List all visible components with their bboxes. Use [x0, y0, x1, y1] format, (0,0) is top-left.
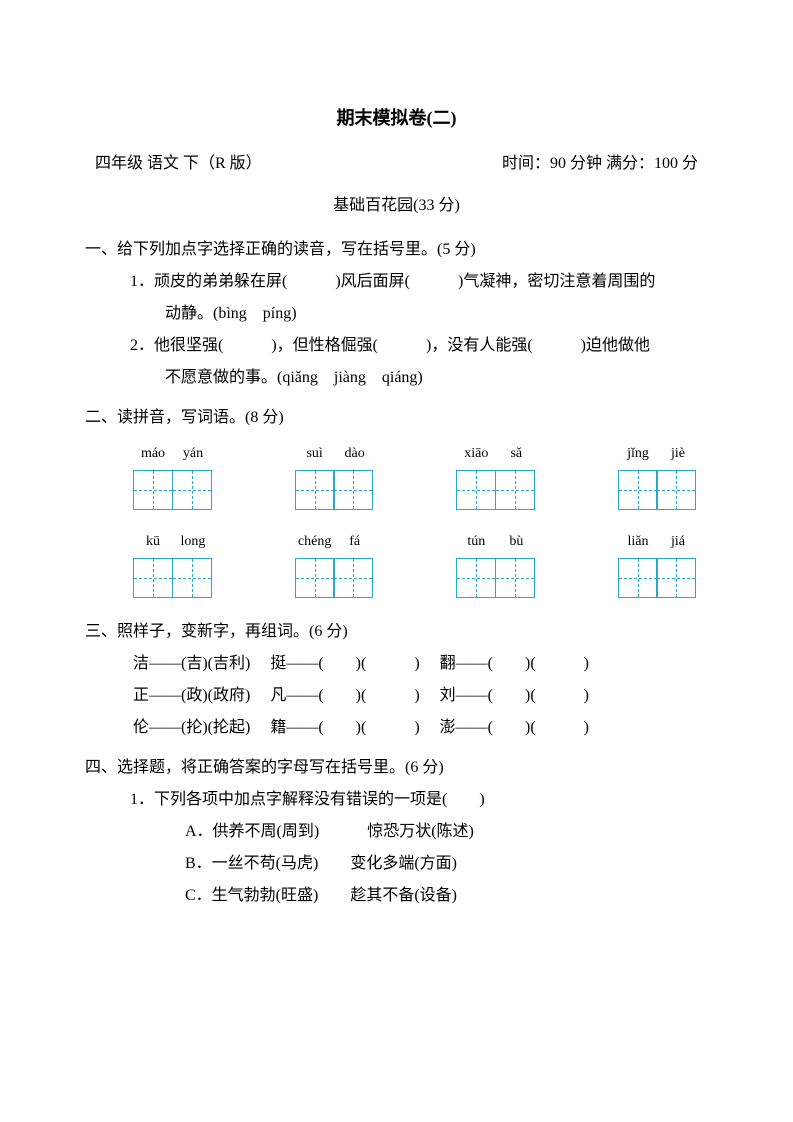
char-grid[interactable]	[495, 470, 535, 510]
q1-item2-line1: 2．他很坚强( )，但性格倔强( )，没有人能强( )迫他做他	[105, 330, 708, 362]
pinyin-box: liǎnjiá	[618, 528, 698, 598]
char-grid[interactable]	[333, 470, 373, 510]
char-grid[interactable]	[172, 470, 212, 510]
q3-row: 洁——(吉)(吉利) 挺——( )( ) 翻——( )( )	[85, 648, 708, 680]
char-grid[interactable]	[133, 470, 173, 510]
meta-row: 四年级 语文 下（R 版） 时间：90 分钟 满分：100 分	[85, 148, 708, 180]
pinyin-label: jiá	[658, 528, 698, 556]
q4-option-a[interactable]: A．供养不周(周到) 惊恐万状(陈述)	[85, 816, 708, 848]
pinyin-label: dào	[335, 440, 375, 468]
pinyin-box: kūlong	[133, 528, 213, 598]
q1-item2-line2: 不愿意做的事。(qiǎng jiàng qiáng)	[85, 362, 708, 394]
pinyin-label: xiāo	[456, 440, 496, 468]
char-grid[interactable]	[333, 558, 373, 598]
q3-example: 伦——(抡)(抡起)	[133, 712, 250, 744]
pinyin-box: máoyán	[133, 440, 213, 510]
q4-option-c[interactable]: C．生气勃勃(旺盛) 趁其不备(设备)	[85, 880, 708, 912]
q3-blank[interactable]: 澎——( )( )	[440, 712, 589, 744]
char-grid[interactable]	[618, 470, 658, 510]
pinyin-box: chéngfá	[295, 528, 375, 598]
pinyin-label: chéng	[295, 528, 335, 556]
char-grid[interactable]	[456, 558, 496, 598]
q3-example: 正——(政)(政府)	[133, 680, 250, 712]
pinyin-label: liǎn	[618, 528, 658, 556]
q3-heading: 三、照样子，变新字，再组词。(6 分)	[85, 616, 708, 648]
q2-heading: 二、读拼音，写词语。(8 分)	[85, 402, 708, 434]
char-grid[interactable]	[295, 470, 335, 510]
q1-item1-line2: 动静。(bìng píng)	[85, 298, 708, 330]
char-grid[interactable]	[456, 470, 496, 510]
char-grid[interactable]	[133, 558, 173, 598]
pinyin-label: kū	[133, 528, 173, 556]
q3-row: 伦——(抡)(抡起) 籍——( )( ) 澎——( )( )	[85, 712, 708, 744]
q2-row1: máoyán suìdào xiāosǎ jǐngjiè	[85, 440, 708, 510]
q3-blank[interactable]: 籍——( )( )	[270, 712, 419, 744]
char-grid[interactable]	[295, 558, 335, 598]
char-grid[interactable]	[656, 558, 696, 598]
q4-heading: 四、选择题，将正确答案的字母写在括号里。(6 分)	[85, 752, 708, 784]
pinyin-label: sǎ	[496, 440, 536, 468]
q4-option-b[interactable]: B．一丝不苟(马虎) 变化多端(方面)	[85, 848, 708, 880]
pinyin-label: suì	[295, 440, 335, 468]
q1-item1-line1: 1．顽皮的弟弟躲在屏( )风后面屏( )气凝神，密切注意着周围的	[105, 266, 708, 298]
pinyin-box: túnbù	[456, 528, 536, 598]
pinyin-label: yán	[173, 440, 213, 468]
pinyin-label: jǐng	[618, 440, 658, 468]
q3-row: 正——(政)(政府) 凡——( )( ) 刘——( )( )	[85, 680, 708, 712]
q3-blank[interactable]: 凡——( )( )	[270, 680, 419, 712]
q3-blank[interactable]: 挺——( )( )	[270, 648, 419, 680]
char-grid[interactable]	[172, 558, 212, 598]
pinyin-box: suìdào	[295, 440, 375, 510]
grade-subject: 四年级 语文 下（R 版）	[95, 148, 262, 180]
q3-blank[interactable]: 刘——( )( )	[440, 680, 589, 712]
time-score: 时间：90 分钟 满分：100 分	[502, 148, 698, 180]
char-grid[interactable]	[495, 558, 535, 598]
pinyin-label: bù	[496, 528, 536, 556]
q4-stem: 1．下列各项中加点字解释没有错误的一项是( )	[105, 784, 708, 816]
q1-heading: 一、给下列加点字选择正确的读音，写在括号里。(5 分)	[85, 234, 708, 266]
q2-row2: kūlong chéngfá túnbù liǎnjiá	[85, 528, 708, 598]
pinyin-box: jǐngjiè	[618, 440, 698, 510]
pinyin-label: tún	[456, 528, 496, 556]
pinyin-label: jiè	[658, 440, 698, 468]
pinyin-label: fá	[335, 528, 375, 556]
pinyin-label: máo	[133, 440, 173, 468]
q3-blank[interactable]: 翻——( )( )	[440, 648, 589, 680]
char-grid[interactable]	[656, 470, 696, 510]
pinyin-label: long	[173, 528, 213, 556]
section-subtitle: 基础百花园(33 分)	[85, 190, 708, 222]
char-grid[interactable]	[618, 558, 658, 598]
q3-example: 洁——(吉)(吉利)	[133, 648, 250, 680]
pinyin-box: xiāosǎ	[456, 440, 536, 510]
page-title: 期末模拟卷(二)	[85, 100, 708, 136]
